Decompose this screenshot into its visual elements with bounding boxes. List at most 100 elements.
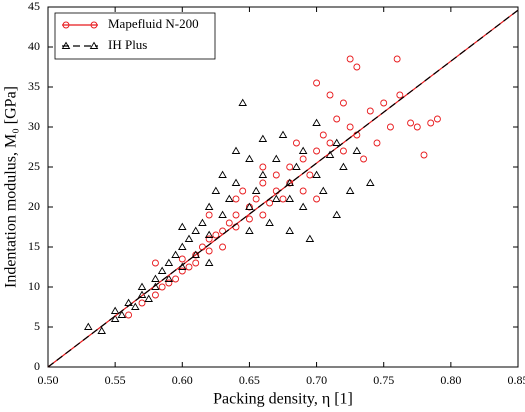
legend-marker: [90, 21, 98, 29]
point: [306, 171, 314, 179]
point: [292, 139, 300, 147]
point: [313, 79, 321, 87]
point: [212, 231, 220, 239]
point: [272, 154, 281, 162]
point: [326, 91, 334, 99]
point: [339, 99, 347, 107]
point: [225, 219, 233, 227]
point: [238, 98, 247, 106]
point: [252, 195, 260, 203]
point: [171, 250, 180, 258]
point: [366, 107, 374, 115]
point: [312, 170, 321, 178]
legend-marker: [62, 21, 70, 29]
point: [231, 146, 241, 154]
point: [157, 266, 167, 274]
point: [313, 195, 321, 203]
point: [299, 187, 307, 195]
point: [407, 119, 415, 127]
point: [205, 235, 213, 243]
point: [396, 91, 404, 99]
point: [185, 263, 193, 271]
point: [346, 123, 354, 131]
point: [333, 115, 341, 123]
point: [319, 186, 328, 194]
point: [164, 274, 174, 282]
legend-marker: [89, 41, 99, 49]
point: [231, 178, 241, 186]
point: [433, 115, 441, 123]
point: [131, 302, 140, 310]
point: [84, 322, 93, 330]
point: [313, 147, 321, 155]
x-tick-label: 0.75: [373, 373, 394, 387]
point: [360, 155, 368, 163]
point: [205, 211, 213, 219]
point: [158, 283, 166, 291]
point: [298, 146, 308, 154]
y-tick-label: 0: [34, 359, 40, 373]
point: [265, 218, 274, 226]
point: [110, 306, 120, 314]
x-tick-label: 0.80: [440, 373, 461, 387]
point: [259, 163, 267, 171]
plot-frame: [47, 6, 519, 368]
point: [117, 310, 127, 318]
point: [178, 255, 186, 263]
point: [285, 194, 294, 202]
point: [373, 139, 381, 147]
legend-box: [54, 12, 216, 60]
point: [298, 202, 308, 210]
point: [353, 63, 361, 71]
point: [198, 218, 207, 226]
point: [125, 311, 133, 319]
point: [178, 242, 187, 250]
x-tick-label: 0.50: [38, 373, 59, 387]
point: [218, 170, 227, 178]
point: [272, 171, 280, 179]
point: [219, 243, 227, 251]
y-tick-label: 45: [28, 0, 40, 13]
point: [218, 210, 227, 218]
point: [286, 163, 294, 171]
legend-label: Mapefluid N-200: [108, 16, 199, 31]
point: [259, 179, 267, 187]
point: [427, 119, 435, 127]
y-tick-label: 35: [28, 79, 40, 93]
fit-line: [47, 9, 519, 368]
point: [191, 250, 200, 258]
point: [184, 234, 194, 242]
point: [204, 258, 214, 266]
point: [211, 186, 221, 194]
point: [258, 170, 268, 178]
legend: Mapefluid N-200 IH Plus: [54, 12, 216, 60]
point: [258, 134, 268, 142]
point: [151, 291, 159, 299]
x-axis-title: Packing density, η [1]: [213, 391, 353, 408]
point: [151, 282, 160, 290]
point: [245, 202, 254, 210]
point: [312, 118, 321, 126]
point: [178, 267, 186, 275]
point: [393, 55, 401, 63]
point: [144, 294, 153, 302]
point: [178, 222, 187, 230]
point: [245, 215, 253, 223]
point: [305, 234, 315, 242]
x-tick-label: 0.65: [239, 373, 260, 387]
point: [279, 195, 287, 203]
point: [386, 123, 394, 131]
point: [232, 211, 240, 219]
point: [165, 279, 173, 287]
point: [225, 194, 234, 202]
point: [345, 186, 355, 194]
y-tick-label: 25: [28, 159, 40, 173]
point: [420, 151, 428, 159]
point: [172, 275, 180, 283]
point: [110, 314, 120, 322]
point: [97, 326, 106, 334]
y-axis-title: Indentation modulus, M₀ [GPa]: [3, 86, 20, 288]
point: [332, 138, 341, 146]
x-tick-label: 0.55: [105, 373, 126, 387]
y-tick-label: 15: [28, 239, 40, 253]
